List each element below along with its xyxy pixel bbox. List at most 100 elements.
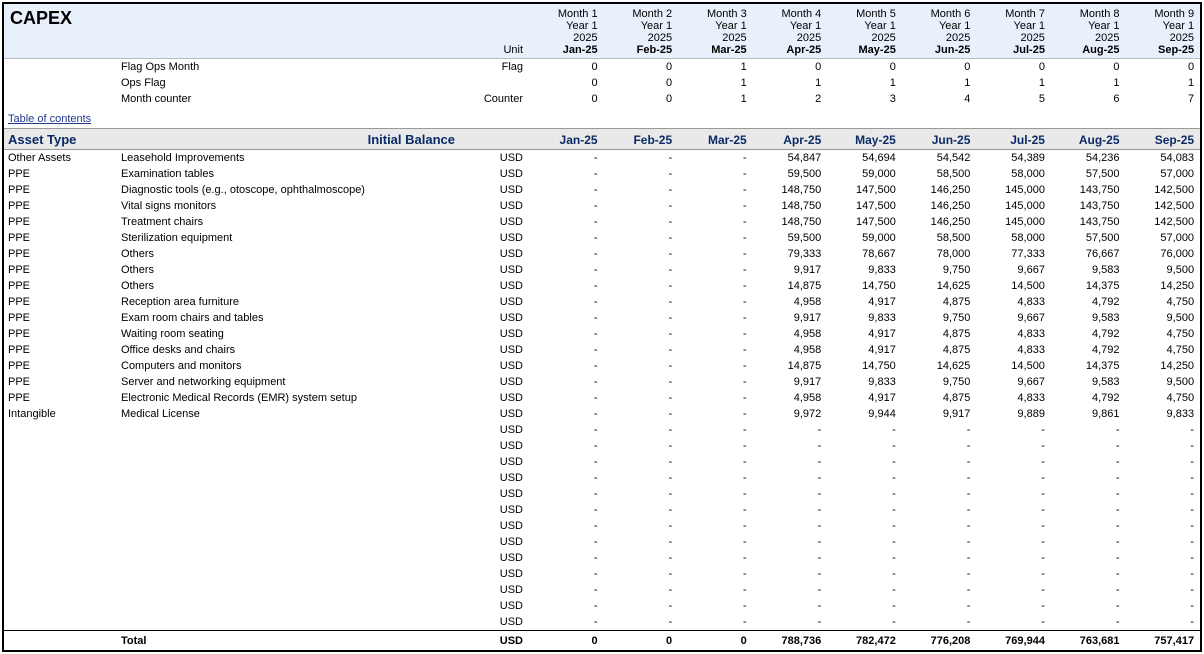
cell-value: 58,500 (902, 230, 977, 246)
cell-value: - (678, 166, 753, 182)
col-header-months: Jan-25Feb-25Mar-25Apr-25May-25Jun-25Jul-… (529, 129, 1200, 149)
cell-value: - (678, 214, 753, 230)
table-row: USD--------- (4, 454, 1200, 470)
cell-value: - (604, 422, 679, 438)
cell-value: 148,750 (753, 198, 828, 214)
cell-value: - (678, 326, 753, 342)
flag-row: Ops Flag001111111 (4, 75, 1200, 91)
cell-value: 4,958 (753, 390, 828, 406)
month-label: Aug-25 (1053, 44, 1120, 56)
cell-value: - (604, 182, 679, 198)
cell-value: - (1051, 438, 1126, 454)
cell-value: - (1126, 486, 1201, 502)
flag-row: Flag Ops MonthFlag001000000 (4, 59, 1200, 75)
flag-value: 0 (976, 59, 1051, 75)
cell-asset-type (4, 614, 121, 630)
cell-value: 54,694 (827, 150, 902, 166)
total-values: 000788,736782,472776,208769,944763,68175… (529, 631, 1200, 650)
month-year: 2025 (680, 32, 747, 44)
cell-unit: USD (461, 198, 529, 214)
cell-value: 9,750 (902, 374, 977, 390)
cell-value: - (604, 358, 679, 374)
cell-value: - (678, 582, 753, 598)
flag-value: 0 (1126, 59, 1201, 75)
table-row: USD--------- (4, 582, 1200, 598)
flag-label: Month counter (121, 91, 381, 107)
cell-unit: USD (461, 262, 529, 278)
cell-value: 9,833 (827, 262, 902, 278)
cell-asset-type: PPE (4, 182, 121, 198)
cell-value: 4,875 (902, 342, 977, 358)
cell-value: - (1126, 614, 1201, 630)
month-year: 2025 (1128, 32, 1195, 44)
cell-value: - (678, 566, 753, 582)
flag-block: Flag Ops MonthFlag001000000Ops Flag00111… (4, 59, 1200, 107)
cell-value: - (827, 422, 902, 438)
cell-unit: USD (461, 422, 529, 438)
cell-value: - (678, 470, 753, 486)
month-index: Month 3 (680, 8, 747, 20)
cell-value: 58,000 (976, 230, 1051, 246)
cell-unit: USD (461, 614, 529, 630)
cell-value: - (753, 518, 828, 534)
cell-asset-type: PPE (4, 230, 121, 246)
total-value: 769,944 (976, 631, 1051, 650)
cell-value: 9,861 (1051, 406, 1126, 422)
cell-value: - (678, 246, 753, 262)
col-header-asset-type: Asset Type (4, 129, 121, 149)
flag-value: 0 (604, 91, 679, 107)
toc-container: Table of contents (4, 107, 1200, 128)
cell-value: - (976, 598, 1051, 614)
cell-values: ---14,87514,75014,62514,50014,37514,250 (529, 278, 1200, 294)
cell-value: - (604, 214, 679, 230)
cell-description: Leasehold Improvements (121, 150, 461, 166)
cell-value: 79,333 (753, 246, 828, 262)
table-row: USD--------- (4, 438, 1200, 454)
cell-unit: USD (461, 374, 529, 390)
cell-value: 54,389 (976, 150, 1051, 166)
cell-value: 4,750 (1126, 294, 1201, 310)
total-value: 763,681 (1051, 631, 1126, 650)
cell-asset-type: PPE (4, 294, 121, 310)
cell-description: Waiting room seating (121, 326, 461, 342)
cell-value: 9,667 (976, 262, 1051, 278)
table-row: PPEOthersUSD---9,9179,8339,7509,6679,583… (4, 262, 1200, 278)
cell-value: 14,625 (902, 278, 977, 294)
flag-value: 1 (678, 75, 753, 91)
cell-values: --------- (529, 486, 1200, 502)
cell-value: 14,750 (827, 358, 902, 374)
cell-value: - (827, 470, 902, 486)
cell-value: - (529, 246, 604, 262)
toc-link[interactable]: Table of contents (8, 113, 91, 125)
month-index: Month 7 (978, 8, 1045, 20)
cell-value: 143,750 (1051, 214, 1126, 230)
cell-value: 9,500 (1126, 374, 1201, 390)
cell-value: - (827, 534, 902, 550)
flag-spacer (4, 75, 121, 91)
cell-value: 4,875 (902, 390, 977, 406)
cell-unit: USD (461, 310, 529, 326)
flag-value: 1 (1051, 75, 1126, 91)
month-label: Apr-25 (755, 44, 822, 56)
flag-label: Flag Ops Month (121, 59, 381, 75)
cell-value: - (529, 182, 604, 198)
cell-value: - (902, 470, 977, 486)
cell-description (121, 550, 461, 566)
cell-value: - (604, 566, 679, 582)
cell-value: - (604, 230, 679, 246)
cell-value: - (1126, 534, 1201, 550)
table-row: PPEDiagnostic tools (e.g., otoscope, oph… (4, 182, 1200, 198)
flag-label: Ops Flag (121, 75, 381, 91)
cell-asset-type (4, 470, 121, 486)
cell-unit: USD (461, 486, 529, 502)
cell-value: - (678, 486, 753, 502)
total-label: Total (121, 631, 461, 650)
cell-value: - (529, 550, 604, 566)
total-value: 782,472 (827, 631, 902, 650)
cell-value: - (902, 454, 977, 470)
table-row: USD--------- (4, 550, 1200, 566)
cell-value: - (604, 326, 679, 342)
cell-unit: USD (461, 166, 529, 182)
cell-value: 59,500 (753, 230, 828, 246)
cell-unit: USD (461, 518, 529, 534)
